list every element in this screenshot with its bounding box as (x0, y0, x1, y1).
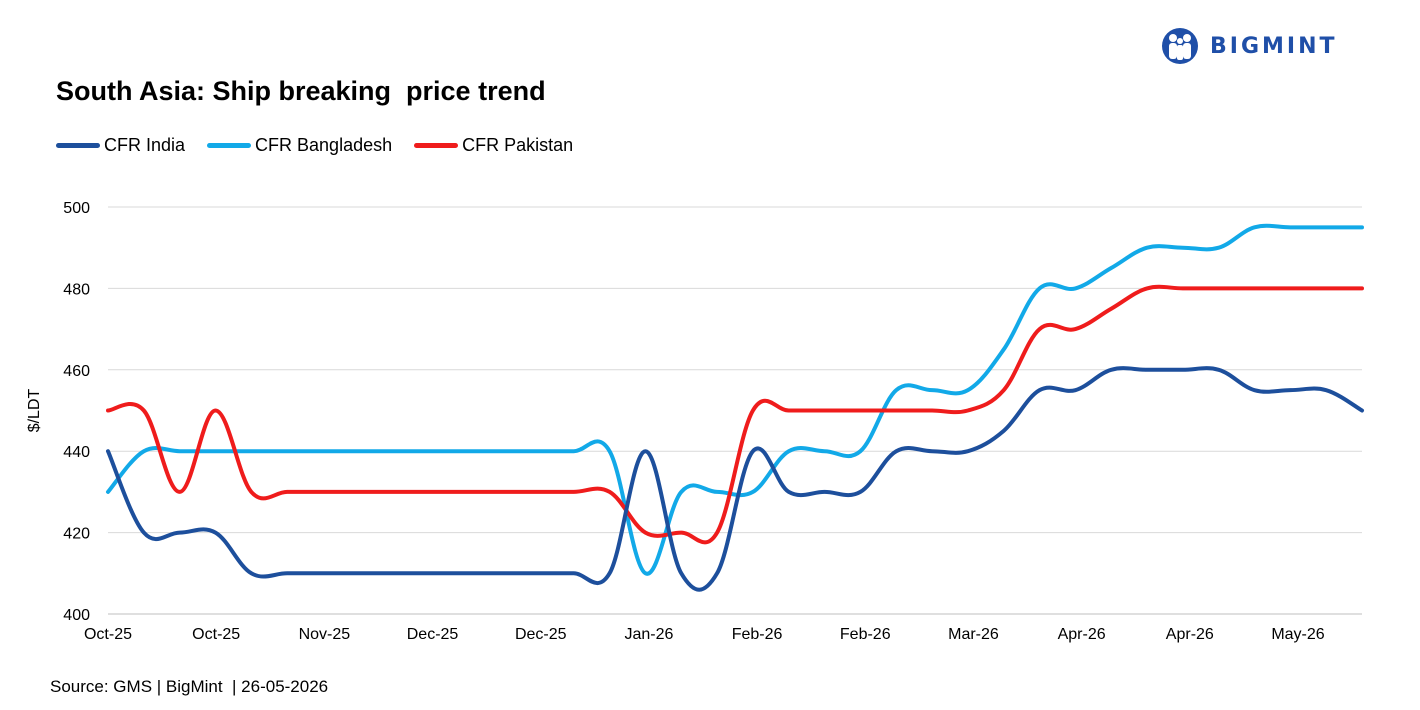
y-tick-label: 460 (63, 363, 90, 380)
legend-swatch-pakistan (414, 143, 459, 148)
x-tick-label: Apr-26 (1166, 626, 1214, 643)
x-tick-label: Nov-25 (299, 626, 351, 643)
y-tick-label: 420 (63, 526, 90, 543)
x-tick-label: Feb-26 (732, 626, 783, 643)
y-tick-label: 400 (63, 607, 90, 624)
legend-item-pakistan: CFR Pakistan (414, 135, 573, 156)
y-tick-label: 480 (63, 281, 90, 298)
x-tick-label: Mar-26 (948, 626, 999, 643)
y-tick-label: 500 (63, 200, 90, 217)
x-tick-label: Oct-25 (84, 626, 132, 643)
x-tick-label: Feb-26 (840, 626, 891, 643)
logo-text: BIGMINT (1210, 33, 1338, 59)
series-line-cfr-india (106, 366, 1364, 592)
legend-label-pakistan: CFR Pakistan (462, 135, 574, 155)
x-tick-label: Oct-25 (192, 626, 240, 643)
x-tick-label: Dec-25 (407, 626, 459, 643)
chart-title: South Asia: Ship breaking price trend (56, 76, 546, 106)
x-tick-label: Dec-25 (515, 626, 567, 643)
series-line-cfr-bangladesh (106, 223, 1364, 576)
people-circle-icon (1162, 28, 1198, 64)
x-tick-label: Jan-26 (624, 626, 673, 643)
legend-item-india: CFR India (56, 135, 185, 156)
legend-label-bangladesh: CFR Bangladesh (255, 135, 393, 155)
x-tick-label: May-26 (1271, 626, 1324, 643)
legend-swatch-india (56, 143, 100, 148)
x-tick-label: Apr-26 (1058, 626, 1106, 643)
legend: CFR India CFR Bangladesh CFR Pakistan (56, 135, 595, 156)
legend-swatch-bangladesh (207, 143, 252, 148)
legend-item-bangladesh: CFR Bangladesh (207, 135, 392, 156)
y-axis-label: $/LDT (26, 388, 43, 432)
y-tick-label: 440 (63, 444, 90, 461)
source-note: Source: GMS | BigMint | 26-05-2026 (50, 677, 329, 696)
bigmint-logo: BIGMINT (1160, 26, 1338, 66)
legend-label-india: CFR India (104, 135, 186, 155)
series-line-cfr-pakistan (106, 284, 1364, 545)
